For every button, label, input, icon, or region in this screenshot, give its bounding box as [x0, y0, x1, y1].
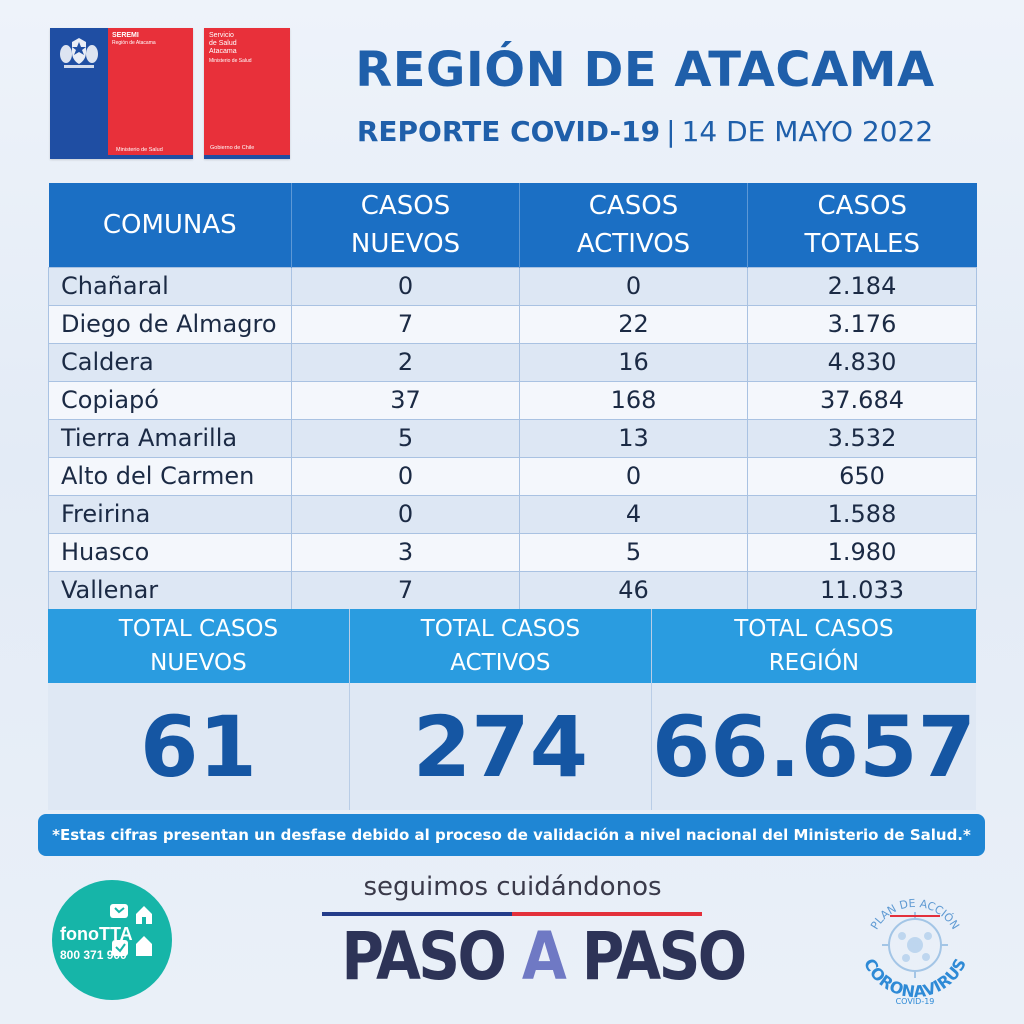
salud-line2: de Salud	[209, 40, 237, 47]
fonotta-number: 800 371 900	[60, 948, 127, 962]
seremi-ministry: Ministerio de Salud	[116, 147, 163, 153]
total-activos-value: 274	[412, 697, 589, 796]
salud-line3: Atacama	[209, 48, 237, 55]
paso-a-paso-logo: PASO A PASO	[341, 918, 747, 995]
cell-totales: 11.033	[747, 570, 977, 610]
total-nuevos-value: 61	[140, 697, 257, 796]
plan-sub-text: COVID-19	[896, 997, 935, 1006]
cell-activos: 16	[519, 342, 748, 382]
total-activos: TOTAL CASOS ACTIVOS 274	[349, 609, 652, 810]
cell-nuevos: 37	[291, 380, 520, 420]
cell-nuevos: 7	[291, 304, 520, 344]
cell-activos: 22	[519, 304, 748, 344]
totals-panel: TOTAL CASOS NUEVOS 61 TOTAL CASOS ACTIVOS …	[48, 609, 976, 810]
cell-activos: 0	[519, 266, 748, 306]
paso-word-1: PASO	[341, 918, 522, 995]
salud-line1: Servicio	[209, 32, 234, 39]
page-title: REGIÓN DE ATACAMA	[355, 42, 935, 98]
paso-word-2: PASO	[564, 918, 747, 995]
cell-comuna: Caldera	[48, 342, 292, 382]
salud-ministry: Ministerio de Salud	[209, 58, 252, 64]
fonotta-name: fonoTTA	[60, 924, 133, 944]
phone-home-icon	[110, 904, 152, 956]
flag-divider	[322, 912, 702, 916]
table-header-row: COMUNAS CASOS NUEVOS CASOS ACTIVOS CASOS TO…	[48, 183, 977, 267]
cell-totales: 1.588	[747, 494, 977, 534]
cell-totales: 37.684	[747, 380, 977, 420]
report-label: REPORTE COVID-19	[356, 115, 661, 148]
cell-totales: 1.980	[747, 532, 977, 572]
total-region-label: TOTAL CASOS REGIÓN	[651, 609, 976, 683]
header-comunas: COMUNAS	[48, 183, 292, 267]
report-date: 14 DE MAYO 2022	[681, 115, 934, 148]
table-row: Huasco 3 5 1.980	[48, 532, 977, 572]
cell-totales: 4.830	[747, 342, 977, 382]
cell-totales: 3.176	[747, 304, 977, 344]
cell-nuevos: 5	[291, 418, 520, 458]
coat-of-arms-icon	[60, 38, 98, 68]
table-row: Chañaral 0 0 2.184	[48, 266, 977, 306]
cell-activos: 5	[519, 532, 748, 572]
seremi-stripe	[50, 155, 193, 159]
cell-comuna: Freirina	[48, 494, 292, 534]
salud-gov: Gobierno de Chile	[210, 145, 255, 151]
cell-nuevos: 0	[291, 456, 520, 496]
table-row: Copiapó 37 168 37.684	[48, 380, 977, 420]
fonotta-badge: fonoTTA 800 371 900	[52, 880, 172, 1000]
cell-nuevos: 0	[291, 494, 520, 534]
subtitle-separator: |	[666, 115, 676, 148]
table-row: Alto del Carmen 0 0 650	[48, 456, 977, 496]
header-casos-nuevos: CASOS NUEVOS	[291, 183, 520, 267]
cell-nuevos: 0	[291, 266, 520, 306]
salud-stripe	[204, 155, 290, 159]
cell-comuna: Huasco	[48, 532, 292, 572]
seremi-logo: SEREMI Región de Atacama Ministerio de S…	[50, 28, 193, 159]
total-region-value: 66.657	[651, 697, 976, 796]
cell-totales: 3.532	[747, 418, 977, 458]
seremi-title: SEREMI	[112, 32, 139, 39]
seremi-logo-blue-panel	[50, 28, 108, 159]
paso-word-a: A	[521, 918, 567, 995]
cell-comuna: Alto del Carmen	[48, 456, 292, 496]
cell-comuna: Copiapó	[48, 380, 292, 420]
cases-table: COMUNAS CASOS NUEVOS CASOS ACTIVOS CASOS TO…	[48, 183, 977, 610]
cell-comuna: Tierra Amarilla	[48, 418, 292, 458]
total-nuevos-label: TOTAL CASOS NUEVOS	[48, 609, 349, 683]
cell-activos: 4	[519, 494, 748, 534]
cell-activos: 46	[519, 570, 748, 610]
table-row: Caldera 2 16 4.830	[48, 342, 977, 382]
table-row: Freirina 0 4 1.588	[48, 494, 977, 534]
table-row: Vallenar 7 46 11.033	[48, 570, 977, 610]
cell-totales: 650	[747, 456, 977, 496]
total-nuevos: TOTAL CASOS NUEVOS 61	[48, 609, 350, 810]
total-region: TOTAL CASOS REGIÓN 66.657	[651, 609, 976, 810]
tagline: seguimos cuidándonos	[363, 872, 662, 902]
cell-comuna: Vallenar	[48, 570, 292, 610]
cell-comuna: Chañaral	[48, 266, 292, 306]
disclaimer-note: *Estas cifras presentan un desfase debid…	[38, 814, 985, 856]
cell-totales: 2.184	[747, 266, 977, 306]
report-subtitle: REPORTE COVID-19 | 14 DE MAYO 2022	[305, 115, 985, 148]
plan-coronavirus-icon: PLAN DE ACCIÓN CORONAVIRUS COVID-19	[860, 897, 970, 1006]
cell-activos: 13	[519, 418, 748, 458]
header-casos-activos: CASOS ACTIVOS	[519, 183, 748, 267]
table-row: Tierra Amarilla 5 13 3.532	[48, 418, 977, 458]
cell-nuevos: 3	[291, 532, 520, 572]
cell-nuevos: 7	[291, 570, 520, 610]
total-activos-label: TOTAL CASOS ACTIVOS	[349, 609, 651, 683]
servicio-salud-logo: Servicio de Salud Atacama Ministerio de …	[204, 28, 290, 159]
cell-comuna: Diego de Almagro	[48, 304, 292, 344]
header-casos-totales: CASOS TOTALES	[747, 183, 977, 267]
cell-activos: 0	[519, 456, 748, 496]
cell-nuevos: 2	[291, 342, 520, 382]
plan-main-text: CORONAVIRUS	[860, 955, 970, 1001]
cell-activos: 168	[519, 380, 748, 420]
table-row: Diego de Almagro 7 22 3.176	[48, 304, 977, 344]
seremi-region: Región de Atacama	[112, 40, 156, 46]
seremi-logo-red-panel: SEREMI Región de Atacama Ministerio de S…	[108, 28, 193, 159]
